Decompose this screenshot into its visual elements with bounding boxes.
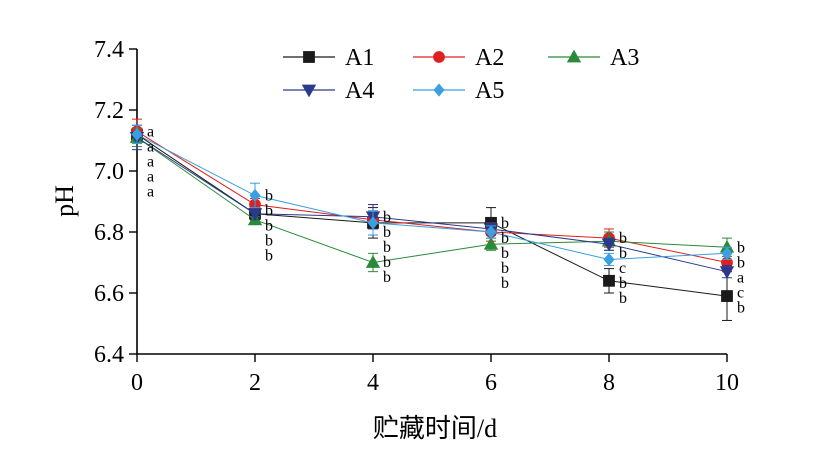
significance-letter: c (737, 284, 744, 301)
x-tick-label: 10 (715, 370, 739, 396)
series-line (136, 137, 728, 273)
legend-label: A5 (475, 78, 504, 104)
significance-letter: a (147, 168, 154, 185)
legend-label: A4 (345, 78, 374, 104)
significance-letter: b (501, 230, 509, 247)
series-a3 (129, 127, 735, 273)
significance-letter: a (147, 123, 154, 140)
significance-letter: c (619, 260, 626, 277)
legend-item-a3: A3 (548, 45, 639, 71)
significance-letter: b (501, 245, 509, 262)
data-point (247, 208, 263, 222)
significance-letter: b (737, 239, 745, 256)
significance-letter: a (147, 153, 154, 170)
y-tick-label: 6.8 (94, 220, 124, 246)
data-point (721, 246, 733, 260)
significance-letter: a (147, 183, 154, 200)
legend-marker (433, 83, 445, 97)
y-tick-label: 6.6 (94, 281, 124, 307)
data-point (483, 236, 499, 250)
data-point (485, 225, 497, 239)
x-tick-label: 2 (249, 370, 261, 396)
legend-label: A3 (610, 45, 639, 71)
series-line (136, 133, 728, 297)
x-tick-label: 6 (485, 370, 497, 396)
significance-letter: b (619, 230, 627, 247)
data-point (249, 188, 261, 203)
significance-letter: b (265, 202, 273, 219)
x-tick-label: 8 (603, 370, 615, 396)
x-ticks: 0 2 4 6 8 10 (131, 354, 739, 396)
significance-letter: b (265, 187, 273, 204)
y-tick-label: 7.4 (94, 37, 124, 63)
y-ticks: 6.4 6.6 6.8 7.0 7.2 7.4 (94, 37, 137, 368)
y-tick-label: 7.2 (94, 98, 124, 124)
y-tick-label: 7.0 (94, 159, 124, 185)
significance-letter: b (619, 290, 627, 307)
data-point (601, 238, 617, 252)
y-tick-label: 6.4 (94, 342, 124, 368)
axes (136, 49, 727, 355)
data-point (367, 216, 379, 230)
significance-letter: b (619, 245, 627, 262)
x-tick-label: 4 (367, 370, 379, 396)
significance-letter: b (383, 239, 391, 256)
significance-letter: b (501, 260, 509, 277)
legend: A1 A2 A3 A4 A5 (283, 45, 639, 104)
data-point (603, 274, 615, 287)
legend-item-a5: A5 (413, 78, 504, 104)
significance-letter: b (265, 217, 273, 234)
legend-label: A1 (345, 45, 374, 71)
legend-marker (566, 49, 582, 63)
legend-marker (433, 51, 445, 63)
significance-letter: b (265, 232, 273, 249)
significance-letter: b (383, 224, 391, 241)
significance-letter: a (147, 138, 154, 155)
series-layer (129, 118, 735, 321)
legend-marker (303, 51, 315, 63)
significance-letter: b (265, 247, 273, 264)
data-point (131, 127, 143, 142)
legend-item-a1: A1 (283, 45, 374, 71)
data-point (721, 290, 733, 302)
significance-letter: b (619, 275, 627, 292)
data-point (365, 255, 381, 268)
data-point (719, 266, 735, 279)
series-a4 (129, 124, 735, 279)
significance-letter: b (383, 269, 391, 286)
significance-letter: b (737, 254, 745, 271)
legend-marker (301, 84, 317, 98)
series-a5 (131, 124, 733, 267)
series-a2 (131, 118, 733, 273)
legend-label: A2 (475, 45, 504, 71)
significance-letter: b (383, 254, 391, 271)
series-line (136, 137, 728, 264)
significance-letter: b (737, 299, 745, 316)
significance-letter: b (501, 275, 509, 292)
significance-letter: b (501, 215, 509, 232)
data-point (603, 252, 615, 267)
legend-item-a4: A4 (283, 78, 374, 104)
x-tick-label: 0 (131, 370, 143, 396)
series-line (136, 133, 728, 261)
significance-letter: b (383, 209, 391, 226)
legend-item-a2: A2 (413, 45, 504, 71)
series-a1 (131, 127, 733, 321)
x-axis-title: 贮藏时间/d (373, 414, 497, 443)
y-axis-title: pH (50, 185, 79, 217)
significance-letter: a (737, 269, 744, 286)
